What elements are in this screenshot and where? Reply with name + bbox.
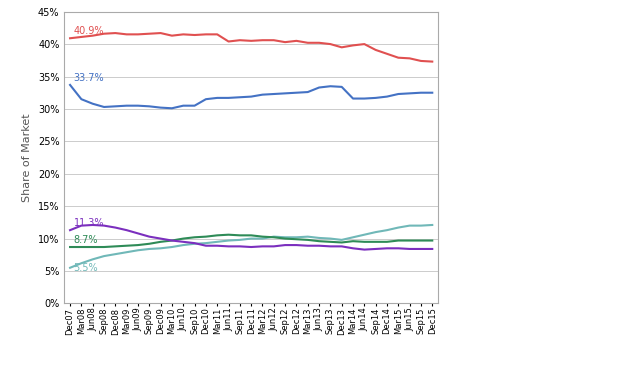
Text: 40.9%: 40.9%	[73, 26, 104, 36]
Text: 11.3%: 11.3%	[73, 218, 104, 228]
Y-axis label: Share of Market: Share of Market	[23, 113, 32, 202]
Text: 33.7%: 33.7%	[73, 73, 104, 83]
Text: 8.7%: 8.7%	[73, 235, 98, 245]
Text: 5.5%: 5.5%	[73, 263, 98, 273]
